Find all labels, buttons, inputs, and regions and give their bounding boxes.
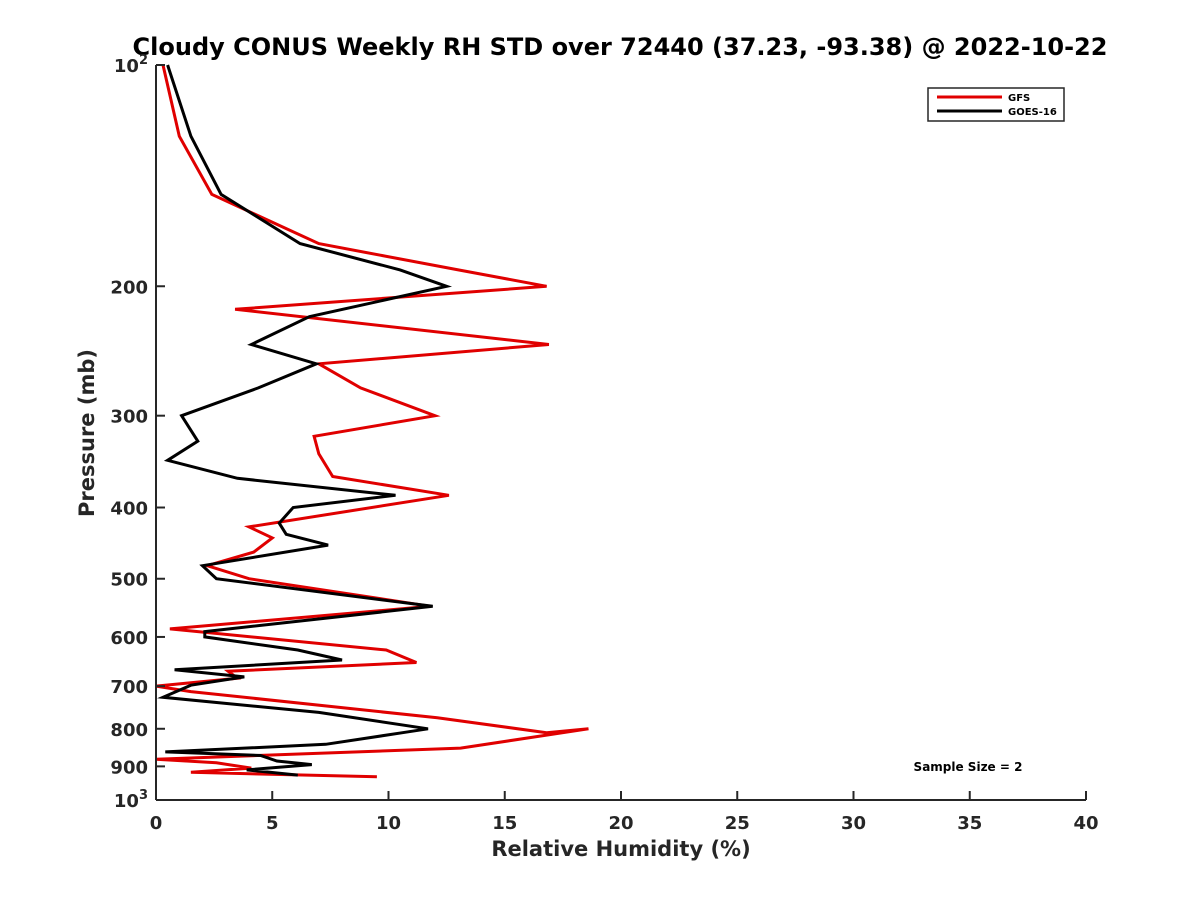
legend-items: GFS GOES-16 bbox=[937, 93, 1057, 118]
x-tick-label: 30 bbox=[841, 813, 866, 834]
y-tick-label: 102 bbox=[114, 53, 148, 77]
x-tick-label: 40 bbox=[1073, 813, 1098, 834]
y-axis-label: Pressure (mb) bbox=[75, 349, 99, 517]
y-tick-label: 600 bbox=[110, 628, 148, 649]
y-tick-label: 400 bbox=[110, 499, 148, 520]
y-tick-label: 500 bbox=[110, 570, 148, 591]
x-tick-label: 5 bbox=[266, 813, 279, 834]
x-tick-label: 0 bbox=[150, 813, 163, 834]
x-tick-label: 10 bbox=[376, 813, 401, 834]
series-line-gfs bbox=[155, 64, 589, 779]
x-tick-label: 25 bbox=[725, 813, 750, 834]
y-tick-label: 800 bbox=[110, 720, 148, 741]
legend: GFS GOES-16 bbox=[927, 87, 1065, 122]
chart-title: Cloudy CONUS Weekly RH STD over 72440 (3… bbox=[133, 33, 1108, 61]
y-tick-label: 103 bbox=[114, 788, 148, 812]
x-axis-label: Relative Humidity (%) bbox=[491, 837, 750, 861]
x-tick-label: 15 bbox=[492, 813, 517, 834]
y-tick-label: 700 bbox=[110, 677, 148, 698]
legend-label-goes-16: GOES-16 bbox=[1008, 107, 1057, 118]
series-line-goes-16 bbox=[157, 64, 453, 777]
legend-label-gfs: GFS bbox=[1008, 93, 1030, 104]
y-tick-label: 300 bbox=[110, 407, 148, 428]
legend-box bbox=[927, 87, 1065, 122]
y-tick-label: 200 bbox=[110, 277, 148, 298]
sample-size-annotation: Sample Size = 2 bbox=[914, 760, 1023, 774]
x-tick-label: 35 bbox=[957, 813, 982, 834]
x-tick-label: 20 bbox=[608, 813, 633, 834]
y-axis-ticks: 102 200 300 400 500 600 700 800 900 103 bbox=[110, 53, 165, 812]
plot-series-group bbox=[155, 64, 589, 779]
y-tick-label: 900 bbox=[110, 757, 148, 778]
x-axis-ticks: 0 5 10 15 20 25 30 35 40 bbox=[150, 791, 1099, 834]
